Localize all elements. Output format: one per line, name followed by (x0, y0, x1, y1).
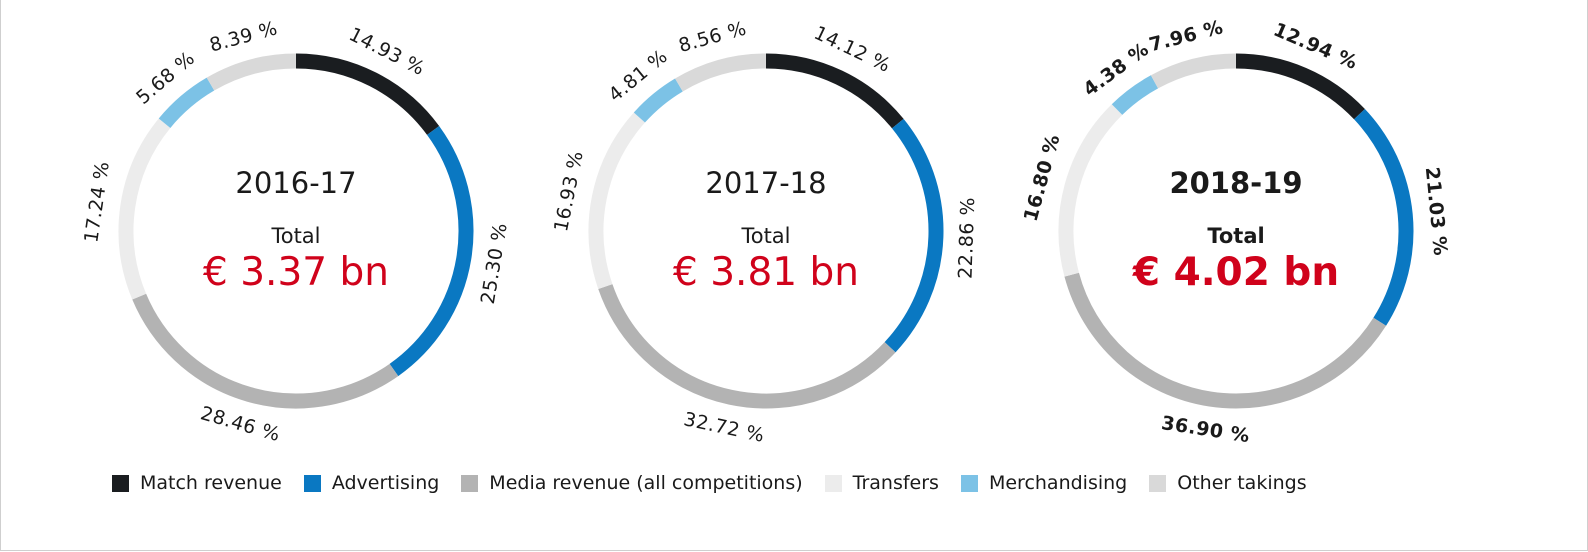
donut-2018-19: 12.94 %21.03 %36.90 %16.80 %4.38 %7.96 %… (1020, 16, 1452, 447)
legend-swatch-advertising (303, 474, 321, 492)
legend-item-other-takings: Other takings (1149, 472, 1307, 494)
slice-label-advertising-2018-19: 21.03 % (1421, 166, 1452, 257)
slice-label-other-takings-2017-18: 8.56 % (676, 17, 749, 57)
legend-swatch-match-revenue (112, 474, 129, 492)
total-value-2017-18: € 3.81 bn (673, 250, 859, 295)
slice-merchandising-2017-18 (633, 78, 683, 123)
total-value-2016-17: € 3.37 bn (203, 250, 389, 295)
slice-transfers-2018-19 (1058, 104, 1123, 277)
slice-label-media-revenue-2017-18: 32.72 % (682, 408, 767, 447)
legend-label-advertising: Advertising (331, 472, 440, 494)
slice-transfers-2017-18 (588, 112, 646, 290)
slice-label-advertising-2017-18: 22.86 % (954, 197, 979, 280)
legend-swatch-transfers (824, 474, 842, 492)
total-label-2017-18: Total (740, 224, 790, 248)
slice-label-other-takings-2018-19: 7.96 % (1147, 16, 1226, 56)
legend-label-match-revenue: Match revenue (140, 472, 282, 494)
slice-other-takings-2016-17 (206, 53, 297, 91)
legend-item-media-revenue: Media revenue (all competitions) (461, 472, 803, 494)
donut-charts: 14.93 %25.30 %28.46 %17.24 %5.68 %8.39 %… (80, 16, 1452, 447)
slice-merchandising-2016-17 (158, 77, 215, 129)
legend-item-advertising: Advertising (303, 472, 440, 494)
legend: Match revenue Advertising Media revenue … (112, 472, 1329, 494)
slice-label-advertising-2016-17: 25.30 % (477, 221, 512, 305)
slice-other-takings-2017-18 (675, 53, 767, 92)
slice-label-transfers-2018-19: 16.80 % (1020, 132, 1065, 224)
slice-match-revenue-2017-18 (765, 53, 904, 129)
slice-label-media-revenue-2018-19: 36.90 % (1160, 412, 1252, 447)
legend-item-transfers: Transfers (824, 472, 939, 494)
legend-swatch-merchandising (960, 474, 978, 492)
slice-other-takings-2018-19 (1150, 53, 1237, 89)
slice-transfers-2016-17 (118, 118, 171, 300)
legend-label-merchandising: Merchandising (988, 472, 1128, 494)
legend-item-match-revenue: Match revenue (112, 472, 282, 494)
slice-match-revenue-2018-19 (1235, 53, 1365, 120)
year-label-2018-19: 2018-19 (1169, 166, 1302, 200)
slice-merchandising-2018-19 (1111, 75, 1159, 116)
year-label-2016-17: 2016-17 (235, 166, 356, 200)
slice-match-revenue-2016-17 (295, 53, 440, 135)
legend-swatch-media-revenue (461, 474, 479, 492)
legend-label-other-takings: Other takings (1177, 472, 1307, 494)
legend-label-transfers: Transfers (852, 472, 939, 494)
slice-media-revenue-2018-19 (1064, 272, 1387, 409)
slice-advertising-2016-17 (389, 126, 474, 377)
total-label-2016-17: Total (270, 224, 320, 248)
year-label-2017-18: 2017-18 (705, 166, 826, 200)
legend-label-media-revenue: Media revenue (all competitions) (489, 472, 803, 494)
total-label-2018-19: Total (1207, 224, 1264, 248)
legend-swatch-other-takings (1149, 474, 1167, 492)
slice-advertising-2017-18 (884, 118, 944, 353)
slice-label-other-takings-2016-17: 8.39 % (207, 17, 280, 56)
slice-media-revenue-2016-17 (132, 293, 399, 409)
slice-label-transfers-2017-18: 16.93 % (550, 149, 588, 234)
slice-label-media-revenue-2016-17: 28.46 % (198, 402, 283, 446)
donut-2016-17: 14.93 %25.30 %28.46 %17.24 %5.68 %8.39 %… (80, 17, 512, 446)
slice-label-transfers-2016-17: 17.24 % (80, 160, 114, 244)
legend-item-merchandising: Merchandising (960, 472, 1128, 494)
slice-advertising-2018-19 (1354, 108, 1414, 326)
total-value-2018-19: € 4.02 bn (1132, 250, 1339, 295)
slice-media-revenue-2017-18 (598, 284, 896, 409)
donut-2017-18: 14.12 %22.86 %32.72 %16.93 %4.81 %8.56 %… (550, 17, 979, 446)
